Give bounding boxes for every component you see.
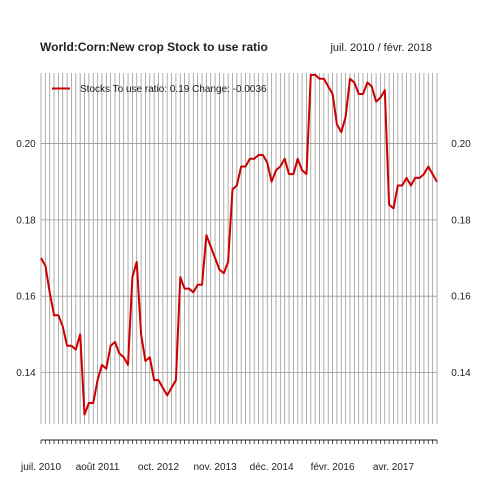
x-tick-label: oct. 2012 xyxy=(138,462,180,473)
legend: Stocks To use ratio: 0.19 Change: -0.003… xyxy=(52,84,267,95)
x-tick-label: nov. 2013 xyxy=(193,462,237,473)
y-tick-label-left: 0.20 xyxy=(16,139,36,150)
y-axis-left: 0.14 0.16 0.18 0.20 xyxy=(16,139,36,379)
y-tick-label-left: 0.14 xyxy=(16,368,36,379)
date-range: juil. 2010 / févr. 2018 xyxy=(329,42,432,54)
x-tick-label: févr. 2016 xyxy=(311,462,355,473)
y-axis-right: 0.14 0.16 0.18 0.20 xyxy=(451,139,471,379)
y-tick-label-right: 0.14 xyxy=(451,368,471,379)
y-tick-label-left: 0.16 xyxy=(16,292,36,303)
series-line-stocks-to-use xyxy=(40,73,438,416)
x-axis: juil. 2010 août 2011 oct. 2012 nov. 2013 déc… xyxy=(20,439,438,473)
legend-swatch xyxy=(52,87,70,90)
x-tick-label: juil. 2010 xyxy=(20,462,61,473)
y-tick-label-right: 0.20 xyxy=(451,139,471,150)
y-tick-label-right: 0.18 xyxy=(451,215,471,226)
x-tick-label: avr. 2017 xyxy=(373,462,415,473)
x-tick-label: déc. 2014 xyxy=(250,462,294,473)
legend-label: Stocks To use ratio: 0.19 Change: -0.003… xyxy=(80,84,267,95)
grid-lines xyxy=(40,73,438,424)
y-tick-label-left: 0.18 xyxy=(16,215,36,226)
y-tick-label-right: 0.16 xyxy=(451,292,471,303)
x-tick-label: août 2011 xyxy=(76,462,120,473)
series-group xyxy=(40,73,438,416)
chart-title: World:Corn:New crop Stock to use ratio xyxy=(40,40,268,54)
